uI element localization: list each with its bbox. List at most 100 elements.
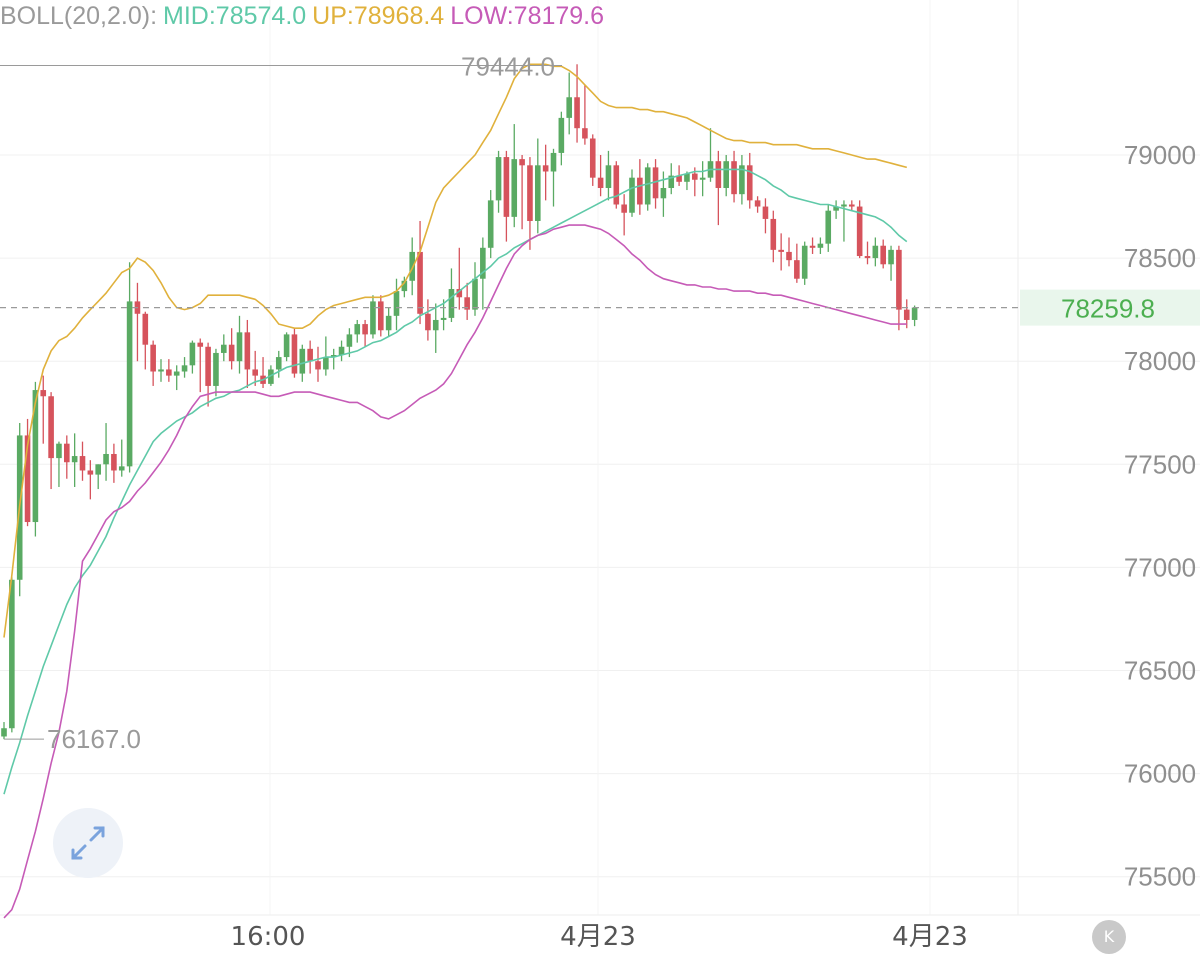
candle-body [699, 177, 706, 180]
candle-up [550, 148, 557, 207]
candle-body [621, 204, 627, 213]
candle-body [495, 157, 502, 201]
candle-down [637, 159, 643, 215]
candle-up [181, 357, 188, 378]
candle-body [503, 157, 510, 217]
candle-body [181, 365, 188, 372]
price-axis: 79000 78500 78000 77500 77000 76500 76000 75500 [1124, 140, 1196, 892]
candle-up [401, 276, 408, 298]
candle-up [888, 245, 894, 281]
candle-body [527, 165, 533, 221]
candle-body [511, 159, 518, 217]
legend-up-value: UP:78968.4 [312, 2, 445, 30]
candle-body [825, 210, 832, 244]
candle-body [126, 301, 133, 467]
candle-down [64, 435, 70, 479]
candle-body [268, 369, 274, 384]
candle-body [64, 443, 70, 463]
bollinger-bands [3, 63, 908, 919]
candle-down [417, 220, 423, 325]
candle-body [794, 260, 800, 279]
candle-up [370, 295, 376, 339]
candle-up [480, 237, 486, 310]
candle-body [542, 165, 549, 172]
candle-up [660, 171, 667, 217]
price-annotations: 79444.0 76167.0 78259.8 [0, 51, 1200, 754]
candle-body [213, 352, 219, 386]
lower-band-line [3, 224, 907, 919]
candle-down [315, 346, 321, 382]
candle-body [684, 173, 690, 182]
candle-up [566, 72, 572, 135]
candle-body [338, 346, 345, 356]
candle-body [142, 313, 149, 345]
candle-down [252, 350, 258, 386]
candle-down [150, 340, 156, 386]
candle-down [48, 392, 54, 490]
candle-body [71, 456, 78, 463]
k-line-toggle-button[interactable]: K [1092, 920, 1126, 954]
x-tick-label: 4月23 [892, 922, 968, 952]
candle-down [542, 144, 549, 201]
candle-up [605, 150, 612, 201]
candle-body [668, 175, 675, 188]
candle-up [56, 441, 62, 487]
candle-down [260, 357, 266, 389]
candle-body [880, 245, 886, 265]
upper-band-line [3, 63, 908, 638]
candle-body [385, 315, 392, 331]
x-tick-label: 4月23 [560, 922, 636, 952]
candle-down [762, 198, 769, 234]
candle-body [79, 456, 86, 471]
expand-chart-button[interactable] [53, 808, 123, 878]
legend-boll-label: BOLL(20,2.0): [0, 2, 158, 30]
candle-body [432, 319, 439, 331]
candle-body [660, 187, 667, 199]
candle-up [668, 163, 675, 195]
candle-up [487, 190, 494, 259]
candle-down [856, 200, 863, 259]
candle-body [566, 97, 572, 118]
candle-down [40, 375, 47, 444]
candle-body [582, 128, 588, 139]
candle-down [378, 295, 384, 337]
candle-up [911, 305, 918, 327]
candle-body [833, 206, 839, 211]
y-tick-label: 75500 [1124, 862, 1196, 892]
candle-up [723, 155, 729, 197]
candle-up [354, 319, 361, 343]
candle-up [103, 423, 109, 481]
candle-down [589, 134, 596, 186]
candle-body [692, 173, 698, 180]
candle-body [409, 251, 415, 281]
candle-down [503, 150, 510, 242]
candle-down [464, 282, 470, 320]
candle-down [456, 247, 463, 310]
candle-body [291, 334, 298, 374]
candle-down [291, 328, 298, 378]
candle-body [550, 152, 557, 172]
candle-up [872, 237, 879, 267]
candle-body [746, 165, 753, 201]
candle-body [801, 245, 808, 279]
candle-body [9, 579, 15, 729]
candle-up [95, 464, 101, 490]
candle-body [158, 369, 164, 372]
grid-lines [0, 0, 1200, 916]
candle-up [535, 138, 541, 234]
candle-up [1, 722, 7, 740]
candle-down [786, 237, 792, 267]
y-tick-label: 77500 [1124, 449, 1196, 479]
candle-up [558, 111, 565, 166]
legend-low-value: LOW:78179.6 [450, 2, 605, 30]
candle-down [582, 84, 588, 145]
candle-body [103, 453, 109, 465]
candle-body [754, 200, 761, 207]
candle-down [754, 196, 761, 213]
current-price-value: 78259.8 [1061, 294, 1155, 324]
candle-up [213, 348, 219, 397]
candle-body [401, 280, 408, 292]
candle-up [338, 340, 345, 362]
candle-body [221, 344, 227, 353]
